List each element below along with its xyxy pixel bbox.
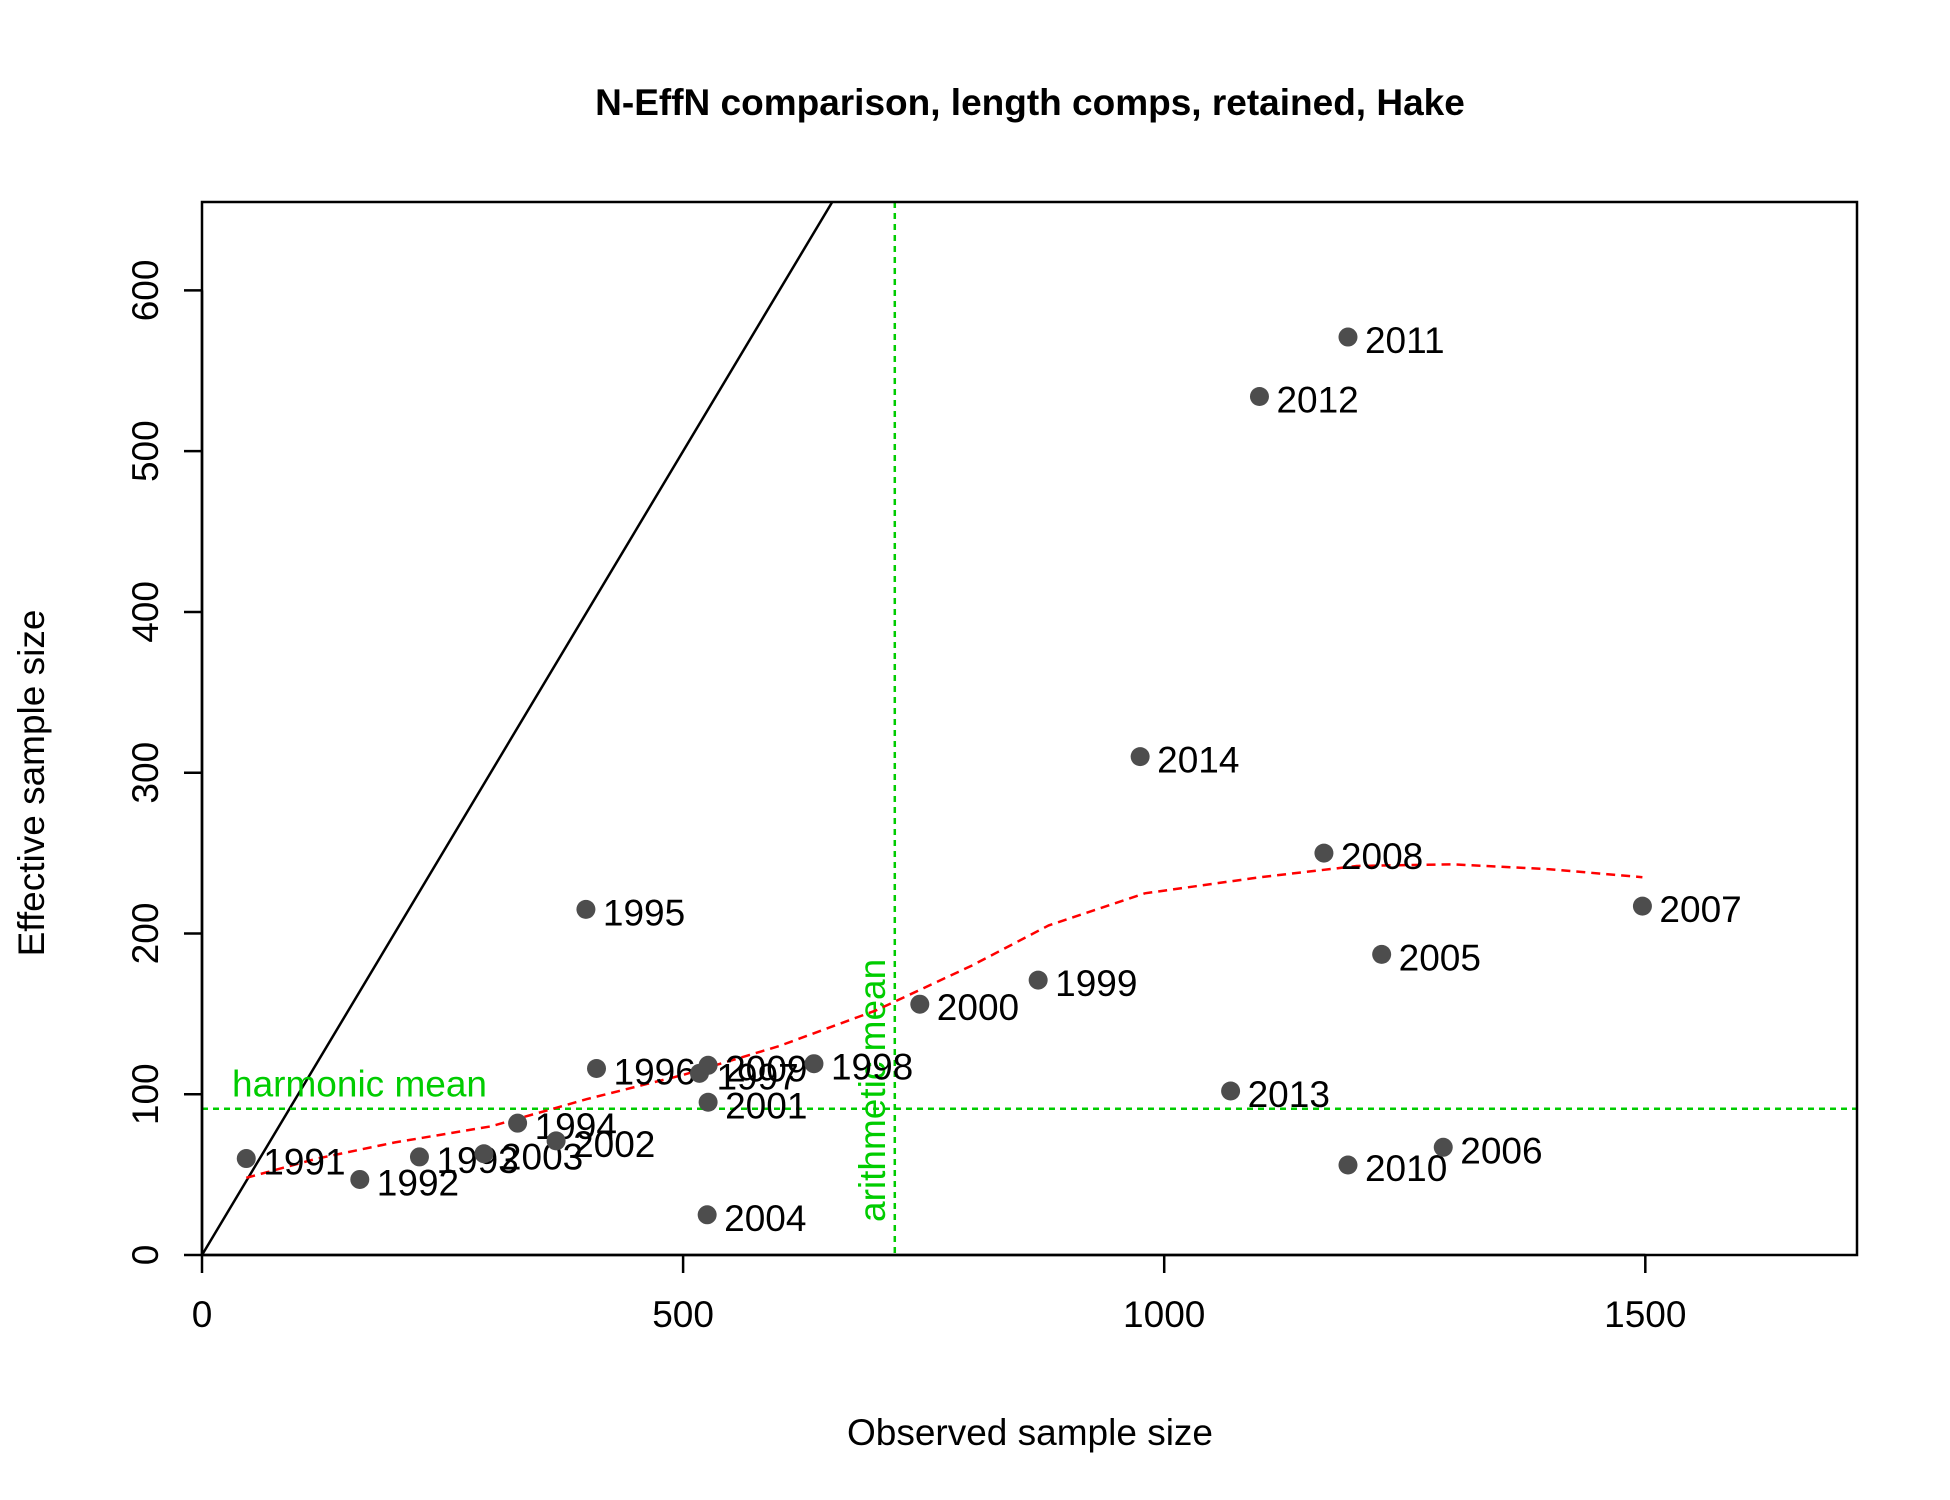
- identity-line: [202, 202, 834, 1255]
- point-label: 1997: [716, 1056, 798, 1097]
- data-point: [1314, 843, 1334, 863]
- point-label: 2012: [1276, 380, 1358, 421]
- data-point: [474, 1144, 494, 1164]
- point-label: 2004: [724, 1198, 806, 1239]
- x-tick-label: 1000: [1123, 1294, 1205, 1335]
- point-label: 2013: [1248, 1074, 1330, 1115]
- arithmetic-mean-label: arithmetic mean: [852, 959, 893, 1222]
- point-label: 2005: [1399, 937, 1481, 978]
- data-point: [1372, 944, 1392, 964]
- data-point: [910, 994, 930, 1014]
- data-point: [350, 1169, 370, 1189]
- x-tick-label: 1500: [1604, 1294, 1686, 1335]
- data-point: [587, 1059, 607, 1079]
- point-label: 1991: [263, 1142, 345, 1183]
- y-axis-label: Effective sample size: [11, 610, 52, 957]
- data-point: [698, 1092, 718, 1112]
- y-tick-label: 0: [125, 1245, 166, 1266]
- x-tick-label: 500: [652, 1294, 714, 1335]
- point-label: 1995: [603, 892, 685, 933]
- point-label: 2000: [937, 987, 1019, 1028]
- data-point: [1249, 387, 1269, 407]
- point-label: 2009: [725, 1048, 807, 1089]
- x-axis-label: Observed sample size: [847, 1412, 1213, 1453]
- chart-title: N-EffN comparison, length comps, retaine…: [595, 82, 1465, 123]
- point-label: 2007: [1659, 889, 1741, 930]
- data-point: [409, 1147, 429, 1167]
- y-tick-label: 300: [125, 742, 166, 804]
- y-tick-label: 600: [125, 260, 166, 322]
- harmonic-mean-label: harmonic mean: [232, 1064, 487, 1105]
- data-point: [1221, 1081, 1241, 1101]
- point-label: 2010: [1365, 1148, 1447, 1189]
- x-tick-label: 0: [192, 1294, 213, 1335]
- data-point: [1130, 747, 1150, 767]
- y-tick-label: 500: [125, 420, 166, 482]
- point-label: 1996: [614, 1052, 696, 1093]
- point-label: 2003: [501, 1137, 583, 1178]
- point-label: 1998: [831, 1047, 913, 1088]
- data-point: [576, 899, 596, 919]
- data-point: [546, 1131, 566, 1151]
- point-label: 2001: [725, 1085, 807, 1126]
- y-tick-label: 200: [125, 903, 166, 965]
- data-point: [508, 1113, 528, 1133]
- y-tick-label: 400: [125, 581, 166, 643]
- data-point: [1338, 1155, 1358, 1175]
- point-label: 2014: [1157, 740, 1239, 781]
- data-point: [1433, 1137, 1453, 1157]
- smoother-line: [245, 863, 1643, 1180]
- data-point: [1028, 970, 1048, 990]
- data-point: [236, 1149, 256, 1169]
- point-label: 1999: [1055, 963, 1137, 1004]
- point-label: 2002: [573, 1124, 655, 1165]
- data-point: [1632, 896, 1652, 916]
- point-label: 1992: [377, 1162, 459, 1203]
- point-label: 2008: [1341, 836, 1423, 877]
- y-tick-label: 100: [125, 1063, 166, 1125]
- point-label: 2011: [1365, 320, 1445, 361]
- data-point: [697, 1205, 717, 1225]
- data-point: [698, 1055, 718, 1075]
- data-point: [804, 1054, 824, 1074]
- point-label: 2006: [1460, 1130, 1542, 1171]
- data-point: [1338, 327, 1358, 347]
